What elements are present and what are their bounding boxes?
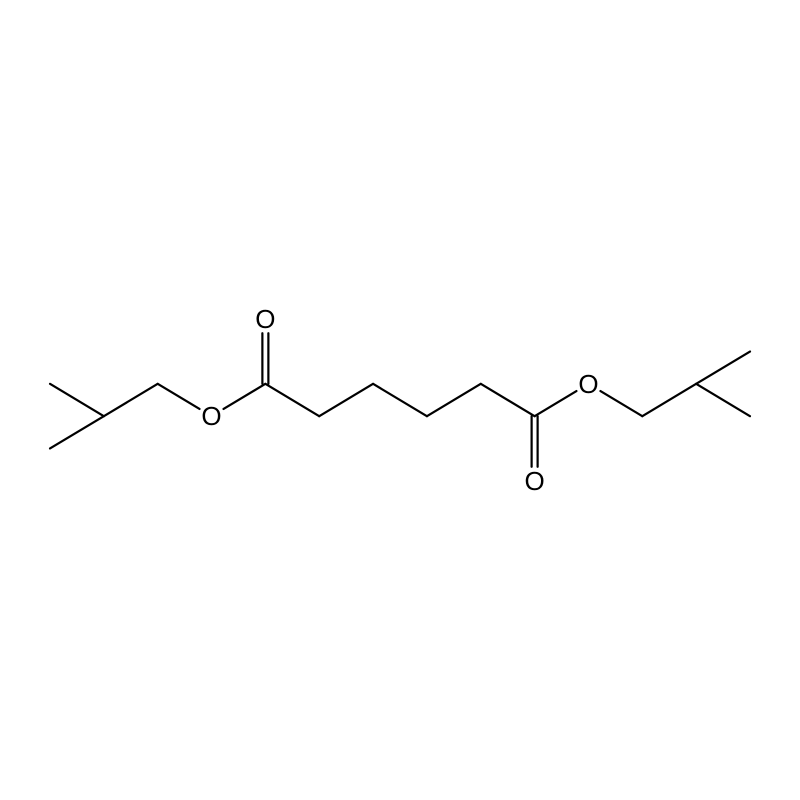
bond	[50, 416, 104, 448]
molecule-diagram: O O O O	[0, 0, 800, 800]
bond	[373, 384, 427, 416]
bond	[224, 384, 266, 409]
bond	[427, 384, 481, 416]
bond	[319, 384, 373, 416]
bond	[642, 384, 696, 416]
bond	[50, 384, 104, 416]
bonds-group	[50, 333, 750, 467]
bond	[481, 384, 535, 416]
atom-label-O: O	[525, 466, 545, 496]
bond	[696, 384, 750, 416]
atom-label-O: O	[578, 369, 598, 399]
atom-label-O: O	[255, 304, 275, 334]
bond	[158, 384, 200, 409]
bond	[265, 384, 319, 416]
atom-label-O: O	[201, 401, 221, 431]
bond	[104, 384, 158, 416]
bond	[600, 391, 642, 416]
bond	[696, 352, 750, 384]
bond	[535, 391, 577, 416]
